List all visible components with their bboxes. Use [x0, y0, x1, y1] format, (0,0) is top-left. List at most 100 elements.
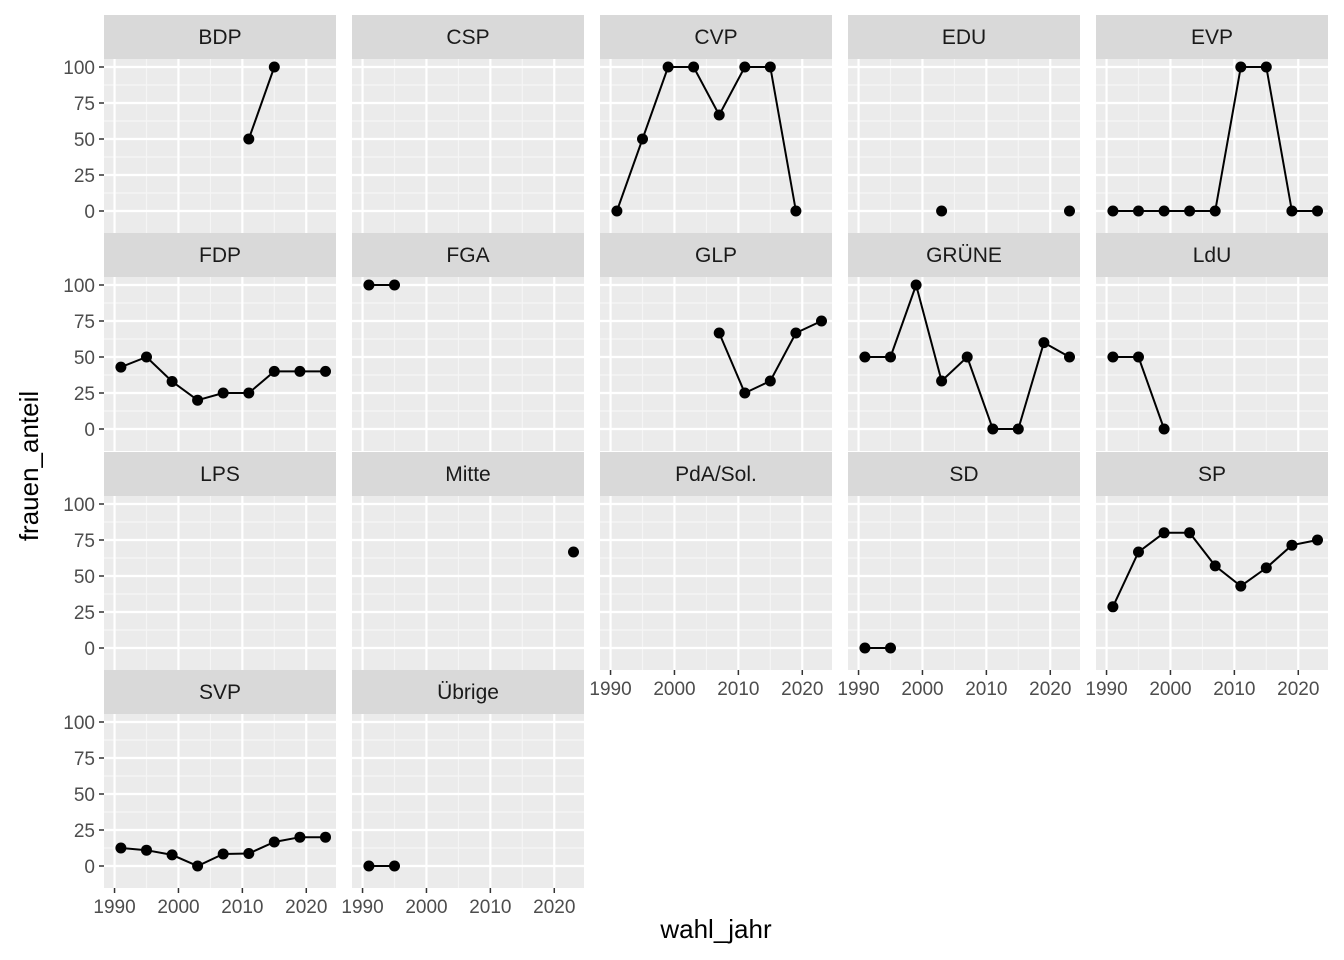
data-point	[568, 546, 579, 558]
facet-strip	[352, 670, 584, 714]
data-point	[389, 860, 400, 872]
panel-background	[600, 277, 832, 451]
data-point	[141, 351, 152, 363]
facet-strip	[1096, 452, 1328, 496]
data-point	[1064, 351, 1075, 363]
facet-strip-label: CVP	[694, 26, 737, 49]
data-point	[1133, 351, 1144, 363]
data-point	[1107, 601, 1119, 613]
data-point	[885, 351, 896, 363]
data-point	[294, 365, 306, 377]
facet-edu: EDU	[848, 15, 1080, 233]
facet-strip	[848, 452, 1080, 496]
y-tick-label: 100	[63, 58, 95, 79]
y-tick-label: 25	[74, 384, 95, 405]
facet-strip-label: SD	[949, 463, 978, 486]
data-point	[141, 844, 152, 856]
data-point	[1184, 527, 1196, 539]
panel-background	[600, 59, 832, 233]
data-point	[885, 642, 896, 654]
y-tick-label: 25	[74, 166, 95, 187]
data-point	[243, 133, 255, 145]
data-point	[1235, 580, 1247, 592]
x-tick-label: 1990	[837, 679, 879, 700]
facet-mitte: Mitte	[352, 452, 584, 670]
data-point	[389, 279, 400, 291]
facet-glp: GLP	[600, 233, 832, 451]
data-point	[115, 361, 127, 373]
facet-strip-label: FDP	[199, 244, 241, 267]
y-tick-label: 75	[74, 94, 95, 115]
x-tick-label: 2000	[405, 897, 447, 918]
facet-strip-label: EDU	[942, 26, 986, 49]
facet-strip-label: CSP	[446, 26, 489, 49]
data-point	[363, 279, 375, 291]
data-point	[1184, 205, 1196, 217]
panel-background	[104, 277, 336, 451]
facet-strip	[600, 15, 832, 59]
data-point	[816, 315, 827, 327]
panel-background	[848, 59, 1080, 233]
data-point	[192, 394, 204, 406]
y-tick-label: 0	[84, 857, 95, 878]
facet-strip-label: SVP	[199, 681, 241, 704]
y-tick-label: 100	[63, 276, 95, 297]
x-tick-label: 2000	[901, 679, 943, 700]
data-point	[1312, 205, 1323, 217]
facet-evp: EVP	[1096, 15, 1328, 233]
facet-strip-label: Mitte	[445, 463, 491, 486]
facet-übrige: Übrige 1990 2000 2010 2020	[341, 670, 584, 918]
x-axis-title: wahl_jahr	[659, 914, 772, 944]
facet-lps: LPS 0 25 50 75 100	[63, 452, 336, 670]
facet-ldu: LdU	[1096, 233, 1328, 451]
x-tick-label: 2020	[1277, 679, 1319, 700]
facet-strip-label: Übrige	[437, 681, 499, 704]
panel-background	[600, 496, 832, 670]
data-point	[936, 205, 948, 217]
x-tick-label: 2000	[653, 679, 695, 700]
facet-strip	[104, 233, 336, 277]
data-point	[790, 205, 802, 217]
data-point	[662, 61, 674, 73]
data-point	[166, 849, 178, 861]
y-axis-title: frauen_anteil	[14, 391, 44, 541]
facet-strip-label: LdU	[1193, 244, 1232, 267]
x-tick-label: 2010	[221, 897, 263, 918]
data-point	[1012, 423, 1024, 435]
facet-bdp: BDP 0 25 50 75 100	[63, 15, 336, 233]
data-point	[713, 109, 725, 121]
y-tick-label: 75	[74, 312, 95, 333]
facet-cvp: CVP	[600, 15, 832, 233]
data-point	[1064, 205, 1075, 217]
x-tick-label: 2020	[781, 679, 823, 700]
x-tick-label: 2020	[285, 897, 327, 918]
facet-strip-label: GLP	[695, 244, 737, 267]
data-point	[739, 61, 751, 73]
data-point	[936, 375, 948, 387]
facet-strip	[600, 233, 832, 277]
y-tick-label: 0	[84, 202, 95, 223]
facet-sp: SP 1990 2000 2010 2020	[1085, 452, 1328, 700]
data-point	[268, 365, 280, 377]
data-point	[268, 836, 280, 848]
facet-strip-label: EVP	[1191, 26, 1233, 49]
data-point	[166, 376, 178, 387]
y-tick-label: 0	[84, 639, 95, 660]
y-tick-label: 75	[74, 531, 95, 552]
x-tick-label: 2020	[533, 897, 575, 918]
facet-strip	[1096, 233, 1328, 277]
panel-background	[352, 277, 584, 451]
panel-background	[352, 59, 584, 233]
data-point	[987, 423, 999, 435]
x-tick-label: 2010	[717, 679, 759, 700]
panel-background	[1096, 496, 1328, 670]
x-tick-label: 2000	[1149, 679, 1191, 700]
y-tick-label: 100	[63, 495, 95, 516]
facet-pda-sol: PdA/Sol. 1990 2000 2010 2020	[589, 452, 832, 700]
data-point	[243, 848, 255, 859]
data-point	[115, 842, 127, 854]
data-point	[961, 351, 973, 363]
y-tick-label: 75	[74, 749, 95, 770]
data-point	[859, 642, 871, 654]
